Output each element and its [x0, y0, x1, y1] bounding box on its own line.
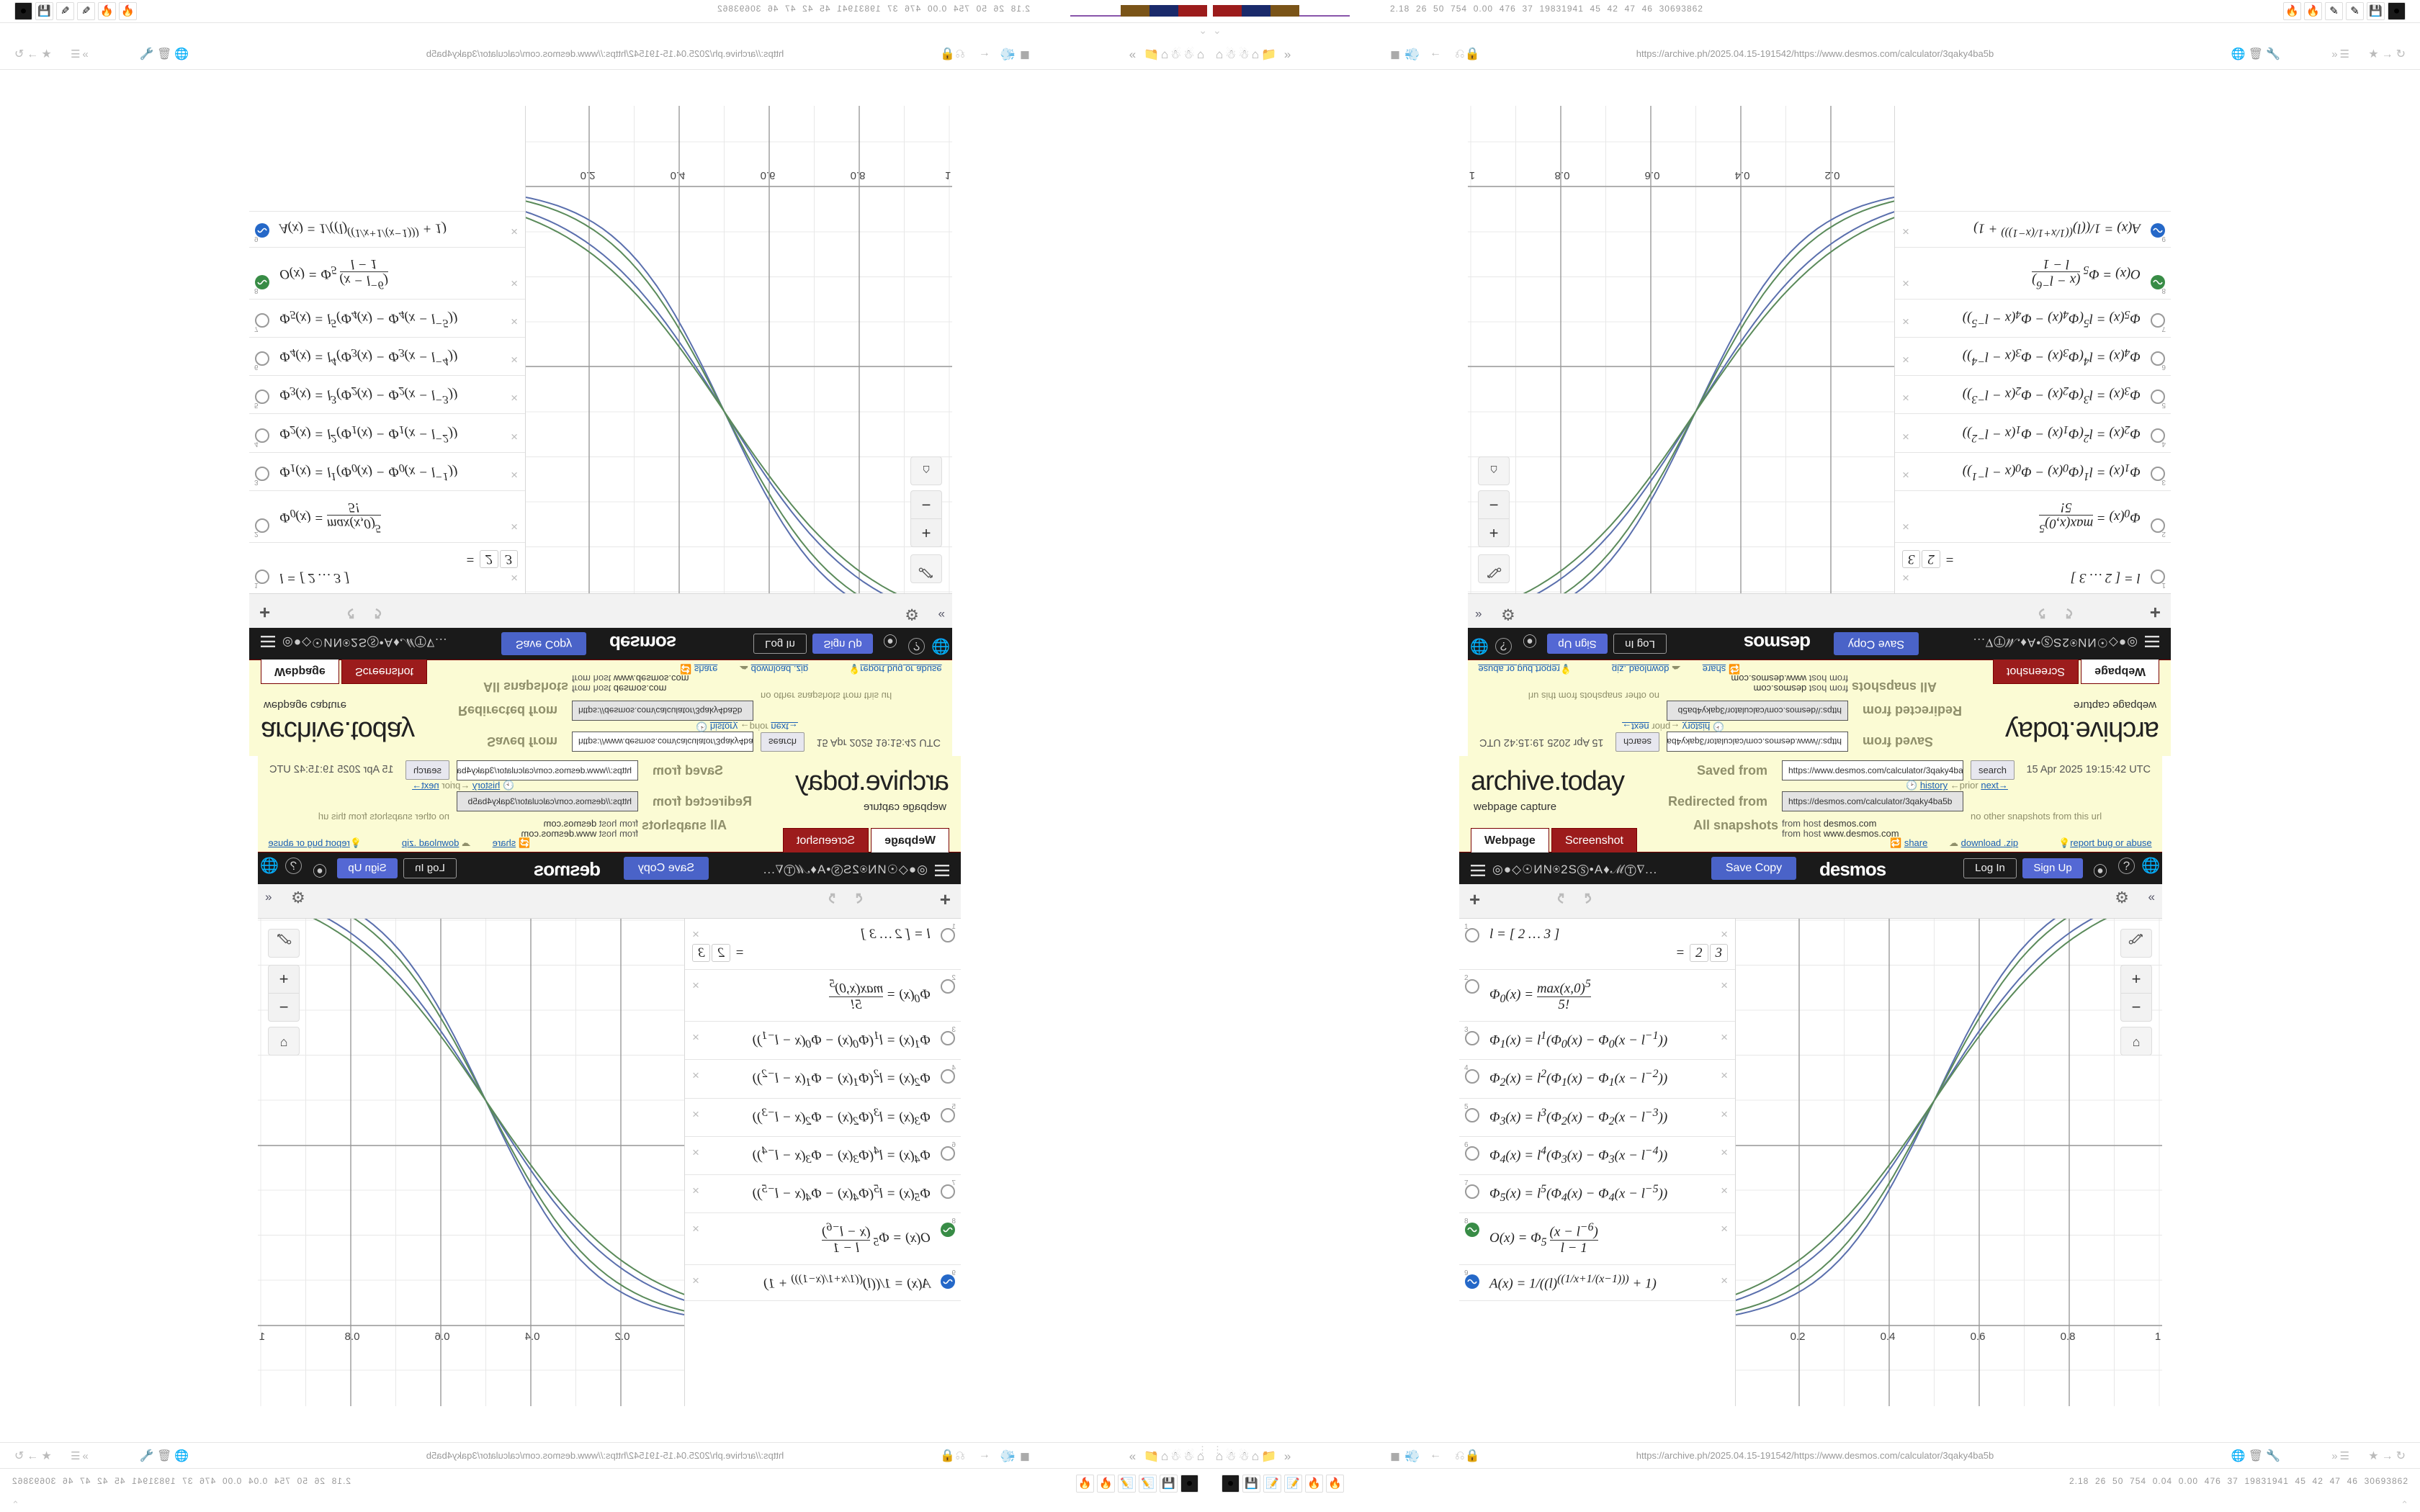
svg-text:0.2: 0.2	[1825, 169, 1840, 181]
svg-text:0.4: 0.4	[1735, 169, 1750, 181]
svg-text:0.4: 0.4	[525, 1331, 540, 1343]
svg-text:0.6: 0.6	[435, 1331, 450, 1343]
svg-text:0.6: 0.6	[1971, 1331, 1986, 1343]
svg-text:1: 1	[1469, 169, 1475, 181]
svg-text:0.8: 0.8	[851, 169, 866, 181]
svg-text:0.2: 0.2	[615, 1331, 630, 1343]
svg-text:0.8: 0.8	[2061, 1331, 2076, 1343]
svg-text:1: 1	[945, 169, 951, 181]
svg-text:0.4: 0.4	[1881, 1331, 1896, 1343]
svg-text:0.4: 0.4	[671, 169, 686, 181]
svg-text:0.6: 0.6	[761, 169, 776, 181]
svg-text:0.8: 0.8	[1555, 169, 1570, 181]
svg-text:0.2: 0.2	[1791, 1331, 1806, 1343]
svg-text:0.8: 0.8	[345, 1331, 360, 1343]
svg-text:1: 1	[2155, 1331, 2161, 1343]
svg-text:0.2: 0.2	[581, 169, 596, 181]
svg-text:0.6: 0.6	[1645, 169, 1660, 181]
svg-text:1: 1	[259, 1331, 265, 1343]
